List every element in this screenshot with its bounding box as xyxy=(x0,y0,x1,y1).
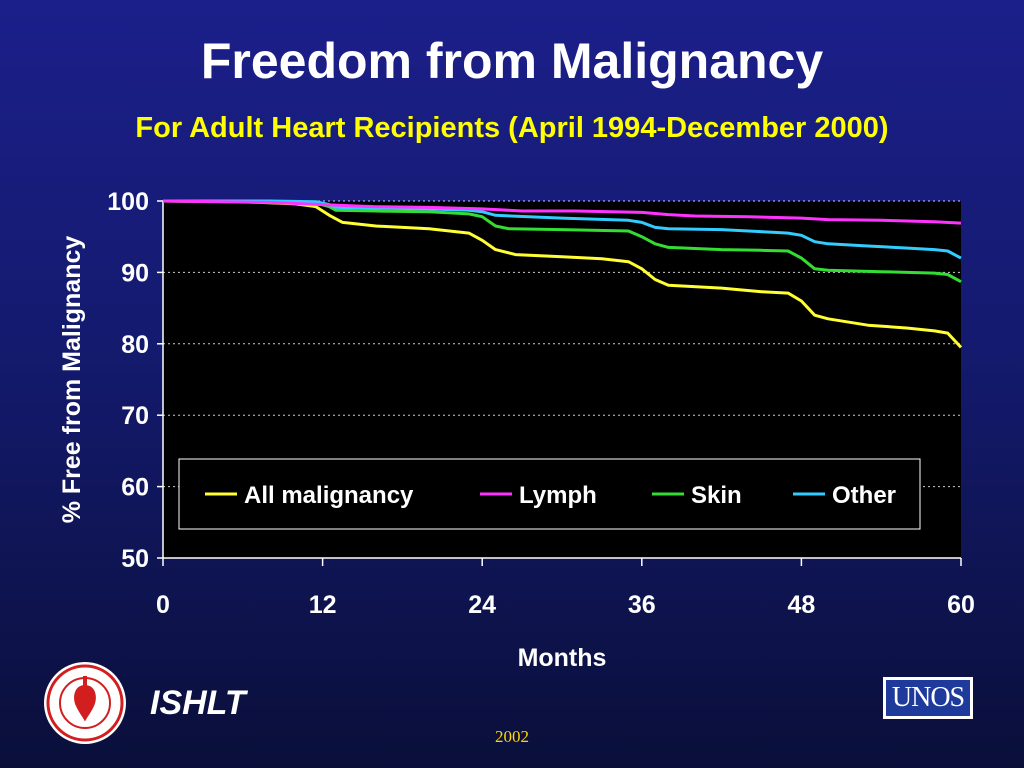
x-tick-label: 36 xyxy=(628,591,656,619)
x-tick-label: 24 xyxy=(468,591,496,619)
ishlt-label: ISHLT xyxy=(150,684,246,722)
legend-label: Other xyxy=(832,482,896,509)
slide-title: Freedom from Malignancy xyxy=(200,33,824,89)
legend-label: Lymph xyxy=(519,482,597,509)
y-axis-title: % Free from Malignancy xyxy=(58,236,86,524)
year-label: 2002 xyxy=(495,727,529,746)
x-tick-label: 60 xyxy=(947,591,975,619)
y-tick-label: 50 xyxy=(121,545,149,573)
y-tick-label: 80 xyxy=(121,331,149,359)
slide-subtitle: For Adult Heart Recipients (April 1994-D… xyxy=(135,112,889,144)
ishlt-seal-logo xyxy=(44,662,126,744)
y-tick-label: 90 xyxy=(121,259,149,287)
x-tick-label: 48 xyxy=(787,591,815,619)
y-tick-label: 60 xyxy=(121,474,149,502)
series-line-all-malignancy xyxy=(162,199,963,349)
legend-label: All malignancy xyxy=(244,482,414,509)
y-tick-label: 100 xyxy=(107,188,149,216)
x-tick-label: 0 xyxy=(156,591,170,619)
legend-label: Skin xyxy=(691,482,742,509)
series-line-skin xyxy=(162,199,962,284)
x-axis-title: Months xyxy=(518,644,607,672)
x-tick-label: 12 xyxy=(309,591,337,619)
series-line-lymph xyxy=(162,199,962,225)
unos-logo: UNOS xyxy=(883,677,973,719)
series-line-other xyxy=(163,199,962,260)
y-tick-label: 70 xyxy=(121,402,149,430)
